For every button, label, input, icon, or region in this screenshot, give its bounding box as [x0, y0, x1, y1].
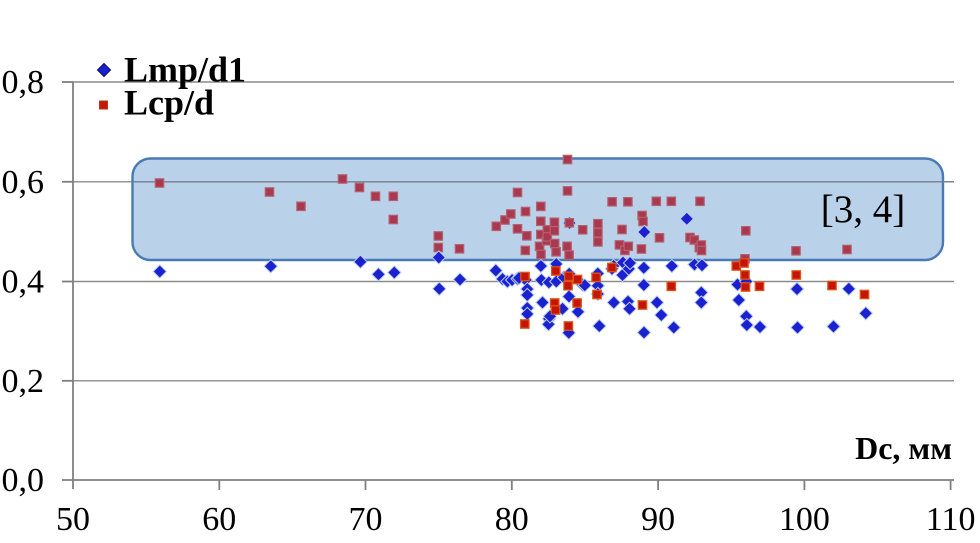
- svg-text:60: 60: [202, 501, 236, 538]
- svg-text:Lcp/d: Lcp/d: [124, 83, 214, 123]
- svg-text:110: 110: [926, 501, 976, 538]
- svg-text:0,4: 0,4: [2, 264, 45, 301]
- svg-text:0,6: 0,6: [2, 164, 45, 201]
- svg-text:0,8: 0,8: [2, 64, 45, 101]
- svg-text:100: 100: [779, 501, 830, 538]
- svg-text:Dc, мм: Dc, мм: [855, 430, 952, 466]
- svg-text:[3, 4]: [3, 4]: [821, 188, 905, 231]
- svg-text:50: 50: [56, 501, 90, 538]
- svg-text:80: 80: [495, 501, 529, 538]
- svg-text:0,2: 0,2: [2, 363, 45, 400]
- svg-text:90: 90: [641, 501, 675, 538]
- svg-text:70: 70: [349, 501, 383, 538]
- svg-text:Lmp/d1: Lmp/d1: [124, 50, 246, 90]
- svg-text:0,0: 0,0: [2, 462, 45, 499]
